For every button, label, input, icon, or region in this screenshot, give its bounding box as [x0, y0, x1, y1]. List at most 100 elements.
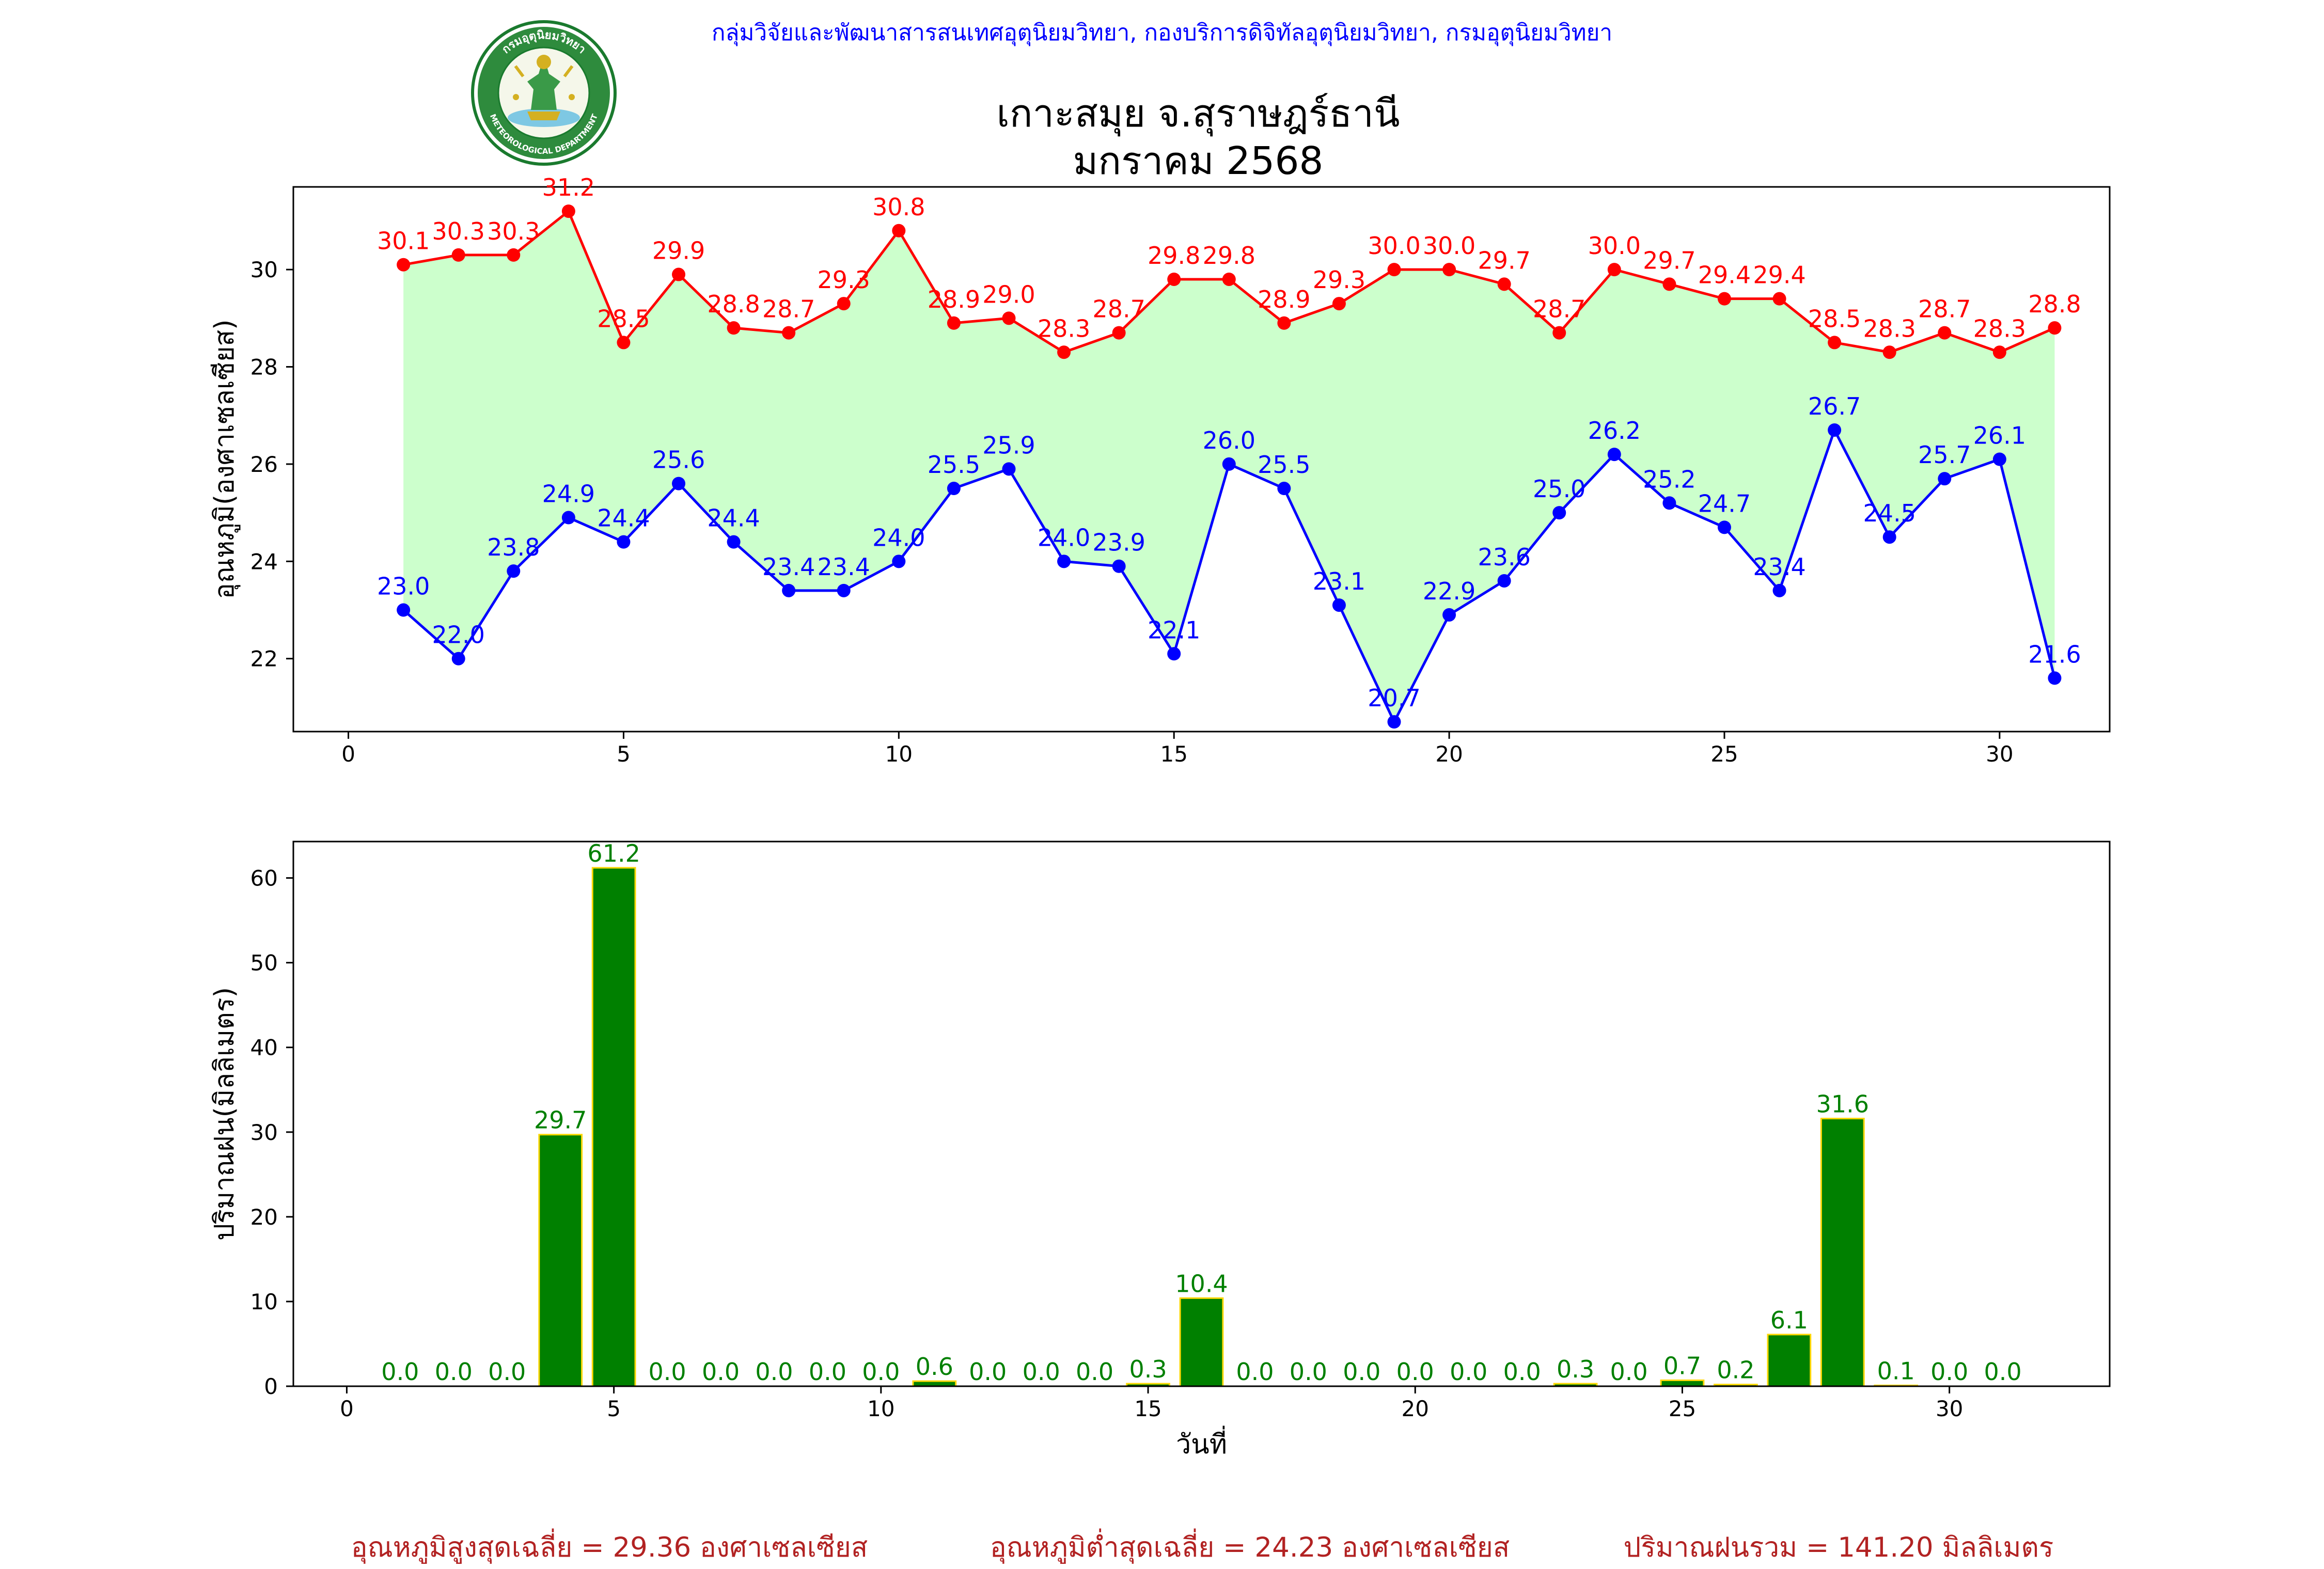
- min-temp-value-label: 23.4: [1753, 553, 1805, 581]
- max-temp-point: [617, 336, 630, 349]
- min-temp-point: [782, 584, 795, 597]
- rain-value-label: 0.0: [488, 1358, 526, 1386]
- max-temp-point: [947, 316, 961, 330]
- rain-value-label: 0.0: [1023, 1358, 1060, 1386]
- max-temp-point: [782, 326, 795, 340]
- rain-value-label: 0.0: [1396, 1358, 1434, 1386]
- min-temp-point: [1938, 472, 1951, 485]
- x-tick-label: 10: [885, 741, 913, 767]
- y-tick-label: 60: [250, 866, 278, 891]
- min-temp-value-label: 26.0: [1203, 426, 1255, 454]
- rain-bar: [592, 868, 635, 1386]
- max-temp-value-label: 30.0: [1423, 232, 1475, 260]
- max-temp-value-label: 29.8: [1203, 242, 1255, 270]
- min-temp-point: [672, 477, 685, 490]
- rain-value-label: 0.0: [755, 1358, 793, 1386]
- min-temp-value-label: 25.0: [1533, 475, 1585, 503]
- rain-value-label: 0.0: [435, 1358, 473, 1386]
- max-temp-value-label: 29.8: [1148, 242, 1200, 270]
- y-tick-label: 40: [250, 1035, 278, 1060]
- min-temp-value-label: 22.0: [432, 621, 485, 649]
- max-temp-value-label: 28.3: [1863, 314, 1915, 342]
- min-temp-point: [1277, 482, 1291, 495]
- max-temp-value-label: 28.7: [762, 295, 815, 323]
- max-temp-value-label: 28.8: [707, 290, 760, 318]
- rain-value-label: 0.0: [1503, 1358, 1541, 1386]
- max-temp-point: [1828, 336, 1841, 349]
- rain-value-label: 0.0: [1450, 1358, 1487, 1386]
- max-temp-point: [1388, 263, 1401, 276]
- rain-value-label: 0.0: [862, 1358, 900, 1386]
- max-temp-value-label: 28.9: [1258, 286, 1310, 313]
- max-temp-value-label: 29.0: [982, 280, 1035, 308]
- min-temp-value-label: 24.4: [597, 504, 650, 532]
- max-temp-value-label: 31.2: [542, 173, 595, 201]
- rain-bar: [1821, 1119, 1864, 1386]
- min-temp-point: [892, 554, 905, 568]
- x-tick-label: 0: [340, 1396, 354, 1421]
- max-temp-value-label: 28.5: [1808, 305, 1861, 332]
- max-temp-point: [452, 248, 465, 262]
- min-temp-point: [1498, 574, 1511, 588]
- min-temp-value-label: 24.4: [707, 504, 760, 532]
- min-temp-point: [1662, 496, 1676, 510]
- y-tick-label: 30: [250, 1120, 278, 1145]
- min-temp-point: [562, 511, 575, 525]
- max-temp-value-label: 28.8: [2028, 290, 2081, 318]
- x-tick-label: 30: [1986, 741, 2013, 767]
- max-temp-point: [1222, 273, 1236, 286]
- max-temp-point: [1277, 316, 1291, 330]
- max-temp-value-label: 29.7: [1643, 246, 1695, 274]
- min-temp-point: [1332, 598, 1346, 612]
- x-tick-label: 20: [1402, 1396, 1429, 1421]
- rain-value-label: 0.0: [1290, 1358, 1327, 1386]
- rain-value-label: 0.1: [1877, 1357, 1915, 1385]
- x-tick-label: 15: [1160, 741, 1187, 767]
- max-temp-value-label: 29.9: [652, 237, 705, 265]
- y-tick-label: 20: [250, 1205, 278, 1230]
- x-tick-label: 5: [607, 1396, 621, 1421]
- min-temp-point: [617, 535, 630, 549]
- y-tick-label: 26: [250, 452, 278, 477]
- max-temp-point: [507, 248, 520, 262]
- max-temp-value-label: 30.0: [1368, 232, 1420, 260]
- min-temp-point: [1552, 506, 1566, 519]
- max-temp-point: [1608, 263, 1621, 276]
- max-temp-value-label: 29.4: [1753, 261, 1805, 289]
- min-temp-value-label: 24.0: [1038, 524, 1090, 551]
- max-temp-value-label: 30.8: [872, 193, 925, 221]
- min-temp-point: [397, 604, 410, 617]
- max-temp-point: [562, 204, 575, 218]
- min-temp-value-label: 20.7: [1368, 684, 1420, 712]
- max-temp-point: [1883, 345, 1896, 359]
- rain-value-label: 0.0: [969, 1358, 1007, 1386]
- y-tick-label: 22: [250, 646, 278, 672]
- max-temp-point: [1167, 273, 1181, 286]
- avg-max-temperature: อุณหภูมิสูงสุดเฉลี่ย = 29.36 องศาเซลเซีย…: [351, 1526, 868, 1569]
- min-temp-point: [1388, 715, 1401, 728]
- min-temp-value-label: 23.9: [1092, 529, 1145, 557]
- max-temp-value-label: 29.7: [1478, 246, 1530, 274]
- max-temp-point: [1442, 263, 1456, 276]
- min-temp-value-label: 23.0: [377, 573, 430, 600]
- min-temp-point: [1167, 647, 1181, 660]
- rain-value-label: 0.0: [702, 1358, 740, 1386]
- max-temp-point: [1662, 277, 1676, 291]
- y-axis-label: อุณหภูมิ(องศาเซลเซียส): [209, 320, 241, 599]
- max-temp-point: [672, 268, 685, 281]
- rain-value-label: 0.0: [1984, 1358, 2022, 1386]
- max-temp-point: [1332, 297, 1346, 310]
- y-tick-label: 24: [250, 549, 278, 574]
- rain-bar: [539, 1135, 582, 1386]
- min-temp-point: [1883, 530, 1896, 544]
- max-temp-point: [1112, 326, 1126, 340]
- rain-value-label: 0.2: [1717, 1356, 1754, 1384]
- min-temp-value-label: 24.5: [1863, 499, 1915, 527]
- y-tick-label: 30: [250, 257, 278, 282]
- rain-value-label: 0.0: [1236, 1358, 1274, 1386]
- max-temp-value-label: 28.3: [1038, 314, 1090, 342]
- max-temp-value-label: 28.7: [1092, 295, 1145, 323]
- min-temp-value-label: 25.5: [928, 451, 980, 479]
- max-temp-point: [727, 321, 741, 335]
